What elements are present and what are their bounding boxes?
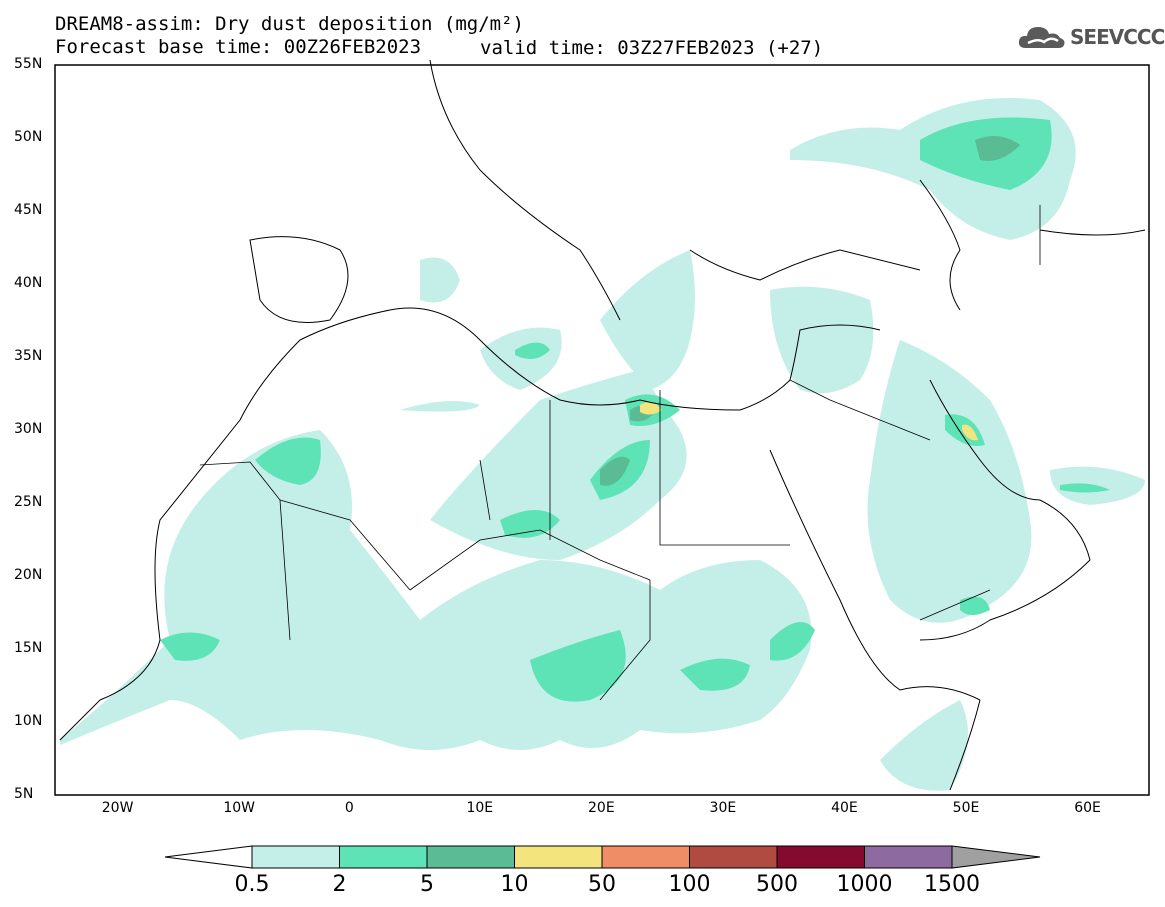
- colorbar-swatch: [514, 845, 603, 869]
- colorbar-max-arrow: [951, 845, 1041, 869]
- colorbar-label: 5: [420, 872, 434, 897]
- colorbar-swatch: [426, 845, 515, 869]
- colorbar: [164, 845, 1041, 869]
- lon-label: 10E: [466, 800, 494, 816]
- lat-label: 30N: [14, 421, 43, 437]
- colorbar-label: 1500: [924, 872, 980, 897]
- lat-label: 55N: [14, 56, 43, 72]
- colorbar-swatch: [339, 845, 428, 869]
- lon-label: 60E: [1074, 800, 1101, 816]
- lat-label: 35N: [14, 348, 43, 364]
- colorbar-label: 100: [668, 872, 711, 897]
- borders: [199, 205, 1041, 701]
- lat-label: 20N: [14, 567, 43, 583]
- forecast-base-time: Forecast base time: 00Z26FEB2023: [55, 36, 422, 58]
- lon-label: 0: [344, 800, 354, 816]
- colorbar-label: 0.5: [234, 872, 270, 897]
- coastlines: [59, 59, 1146, 791]
- colorbar-swatch: [601, 845, 690, 869]
- lon-label: 20E: [588, 800, 615, 816]
- lon-label: 40E: [831, 800, 858, 816]
- lat-label: 45N: [14, 202, 43, 218]
- lon-label: 50E: [952, 800, 980, 816]
- colorbar-swatch: [689, 845, 778, 869]
- colorbar-label: 1000: [836, 872, 893, 897]
- lat-label: 50N: [14, 129, 43, 145]
- lon-label: 30E: [709, 800, 737, 816]
- colorbar-label: 10: [500, 872, 529, 897]
- lat-label: 40N: [14, 275, 43, 291]
- colorbar-label: 50: [588, 872, 616, 897]
- lat-label: 5N: [14, 786, 34, 802]
- map-frame: [54, 64, 1150, 796]
- colorbar-swatch: [251, 845, 340, 869]
- lon-label: 10W: [223, 800, 255, 816]
- logo-text: SEEVCCC: [1070, 25, 1165, 49]
- valid-time: valid time: 03Z27FEB2023 (+27): [480, 37, 824, 59]
- cloud-icon: [1018, 27, 1065, 48]
- lat-label: 15N: [14, 640, 43, 656]
- colorbar-min-arrow: [164, 845, 253, 869]
- dust-fields: [60, 98, 1145, 791]
- colorbar-swatch: [864, 845, 953, 869]
- colorbar-swatch: [776, 845, 865, 869]
- map-title: DREAM8-assim: Dry dust deposition (mg/m²…: [55, 13, 524, 35]
- lat-label: 25N: [14, 494, 43, 510]
- lat-label: 10N: [14, 713, 43, 729]
- lon-label: 20W: [101, 800, 134, 816]
- colorbar-label: 500: [756, 872, 798, 897]
- seevccc-logo: SEEVCCC: [1018, 24, 1165, 50]
- colorbar-label: 2: [332, 872, 347, 897]
